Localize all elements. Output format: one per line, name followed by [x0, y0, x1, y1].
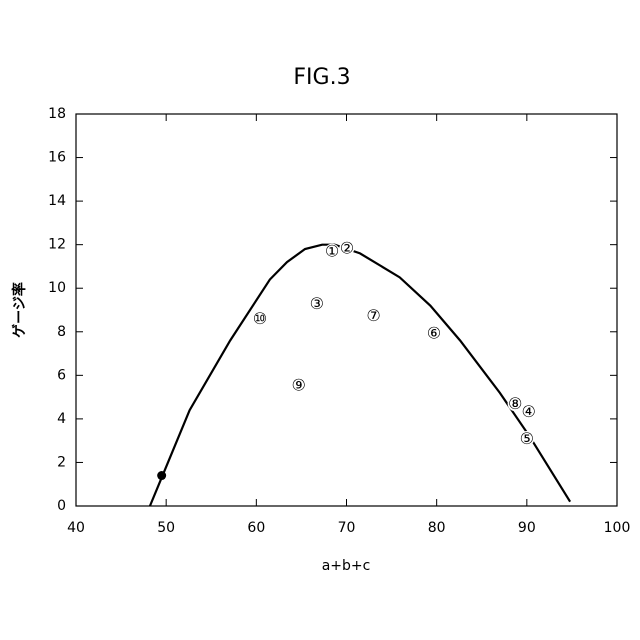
x-tick-label: 70 — [338, 520, 356, 536]
y-tick-label: 2 — [57, 454, 66, 470]
x-tick-label: 80 — [428, 520, 446, 536]
x-tick-label: 100 — [604, 520, 631, 536]
chart-title: FIG.3 — [293, 65, 350, 90]
curve — [150, 245, 570, 506]
point-label: ② — [340, 238, 354, 257]
point-label: ⑦ — [366, 306, 380, 325]
marker-point — [157, 471, 166, 480]
point-label: ⑩ — [253, 309, 267, 328]
point-label: ⑨ — [292, 376, 306, 395]
point-label: ⑥ — [427, 323, 441, 342]
y-tick-label: 14 — [48, 193, 66, 209]
y-axis-label: ゲージ率 — [11, 282, 28, 338]
point-label: ⑧ — [508, 394, 522, 413]
y-tick-label: 10 — [48, 280, 66, 296]
chart: FIG.3 a+b+c ゲージ率 40 50 60 70 80 90 100 0 2 4 6 8 10 1… — [0, 0, 640, 640]
y-tick-label: 0 — [57, 498, 66, 514]
x-tick-label: 40 — [67, 520, 85, 536]
y-tick-label: 16 — [48, 150, 66, 166]
y-tick-label: 8 — [57, 324, 66, 340]
point-label: ④ — [521, 402, 535, 421]
point-label: ⑤ — [520, 429, 534, 448]
x-tick-label: 90 — [518, 520, 536, 536]
point-label: ③ — [310, 294, 324, 313]
point-label: ① — [325, 242, 339, 261]
y-tick-label: 6 — [57, 367, 66, 383]
x-tick-label: 60 — [247, 520, 265, 536]
x-tick-label: 50 — [157, 520, 175, 536]
y-tick-label: 4 — [57, 411, 66, 427]
x-axis-label: a+b+c — [322, 558, 371, 574]
y-tick-label: 18 — [48, 106, 66, 122]
y-tick-label: 12 — [48, 237, 66, 253]
